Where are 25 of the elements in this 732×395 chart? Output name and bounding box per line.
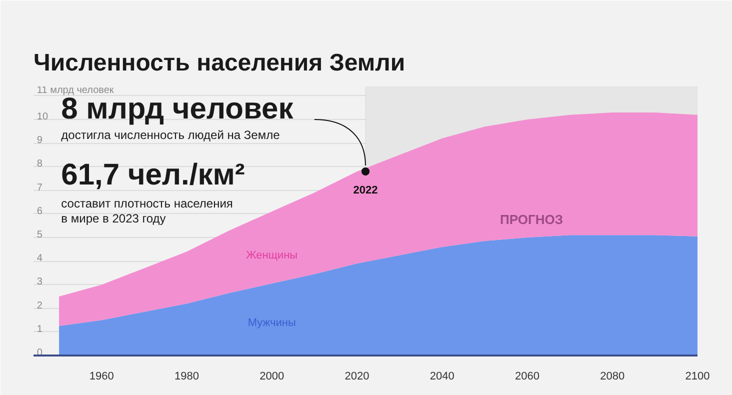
y-tick-label: 8 bbox=[36, 158, 43, 170]
series-label: Женщины bbox=[246, 250, 298, 262]
annotation: 2022 bbox=[353, 184, 378, 196]
annotation: достигла численность людей на Земле bbox=[61, 128, 280, 142]
x-tick-label: 1960 bbox=[89, 370, 114, 382]
y-tick-label: 7 bbox=[36, 182, 43, 194]
y-tick-label: 10 bbox=[36, 112, 48, 123]
x-tick-label: 2080 bbox=[600, 370, 625, 382]
x-tick-label: 1980 bbox=[174, 370, 199, 382]
x-tick-label: 2100 bbox=[685, 370, 710, 382]
x-tick-label: 2040 bbox=[430, 370, 454, 382]
y-tick-label: 1 bbox=[36, 324, 43, 335]
y-tick-label: 3 bbox=[36, 276, 43, 288]
annotation: 61,7 чел./км² bbox=[61, 158, 245, 192]
x-tick-label: 2060 bbox=[515, 370, 540, 382]
chart-title: Численность населения Земли bbox=[34, 50, 406, 76]
band-label: ПРОГНОЗ bbox=[500, 212, 563, 227]
y-tick-label: 4 bbox=[36, 253, 43, 264]
y-tick-label: 6 bbox=[36, 206, 43, 217]
annotation: составит плотность населения в мире в 2023 году bbox=[61, 196, 233, 226]
y-tick-label: 9 bbox=[36, 135, 43, 146]
y-tick-label: 5 bbox=[36, 230, 43, 241]
y-tick-label: 2 bbox=[36, 300, 43, 312]
x-tick-label: 2020 bbox=[344, 370, 370, 382]
x-tick-label: 2000 bbox=[260, 370, 284, 382]
